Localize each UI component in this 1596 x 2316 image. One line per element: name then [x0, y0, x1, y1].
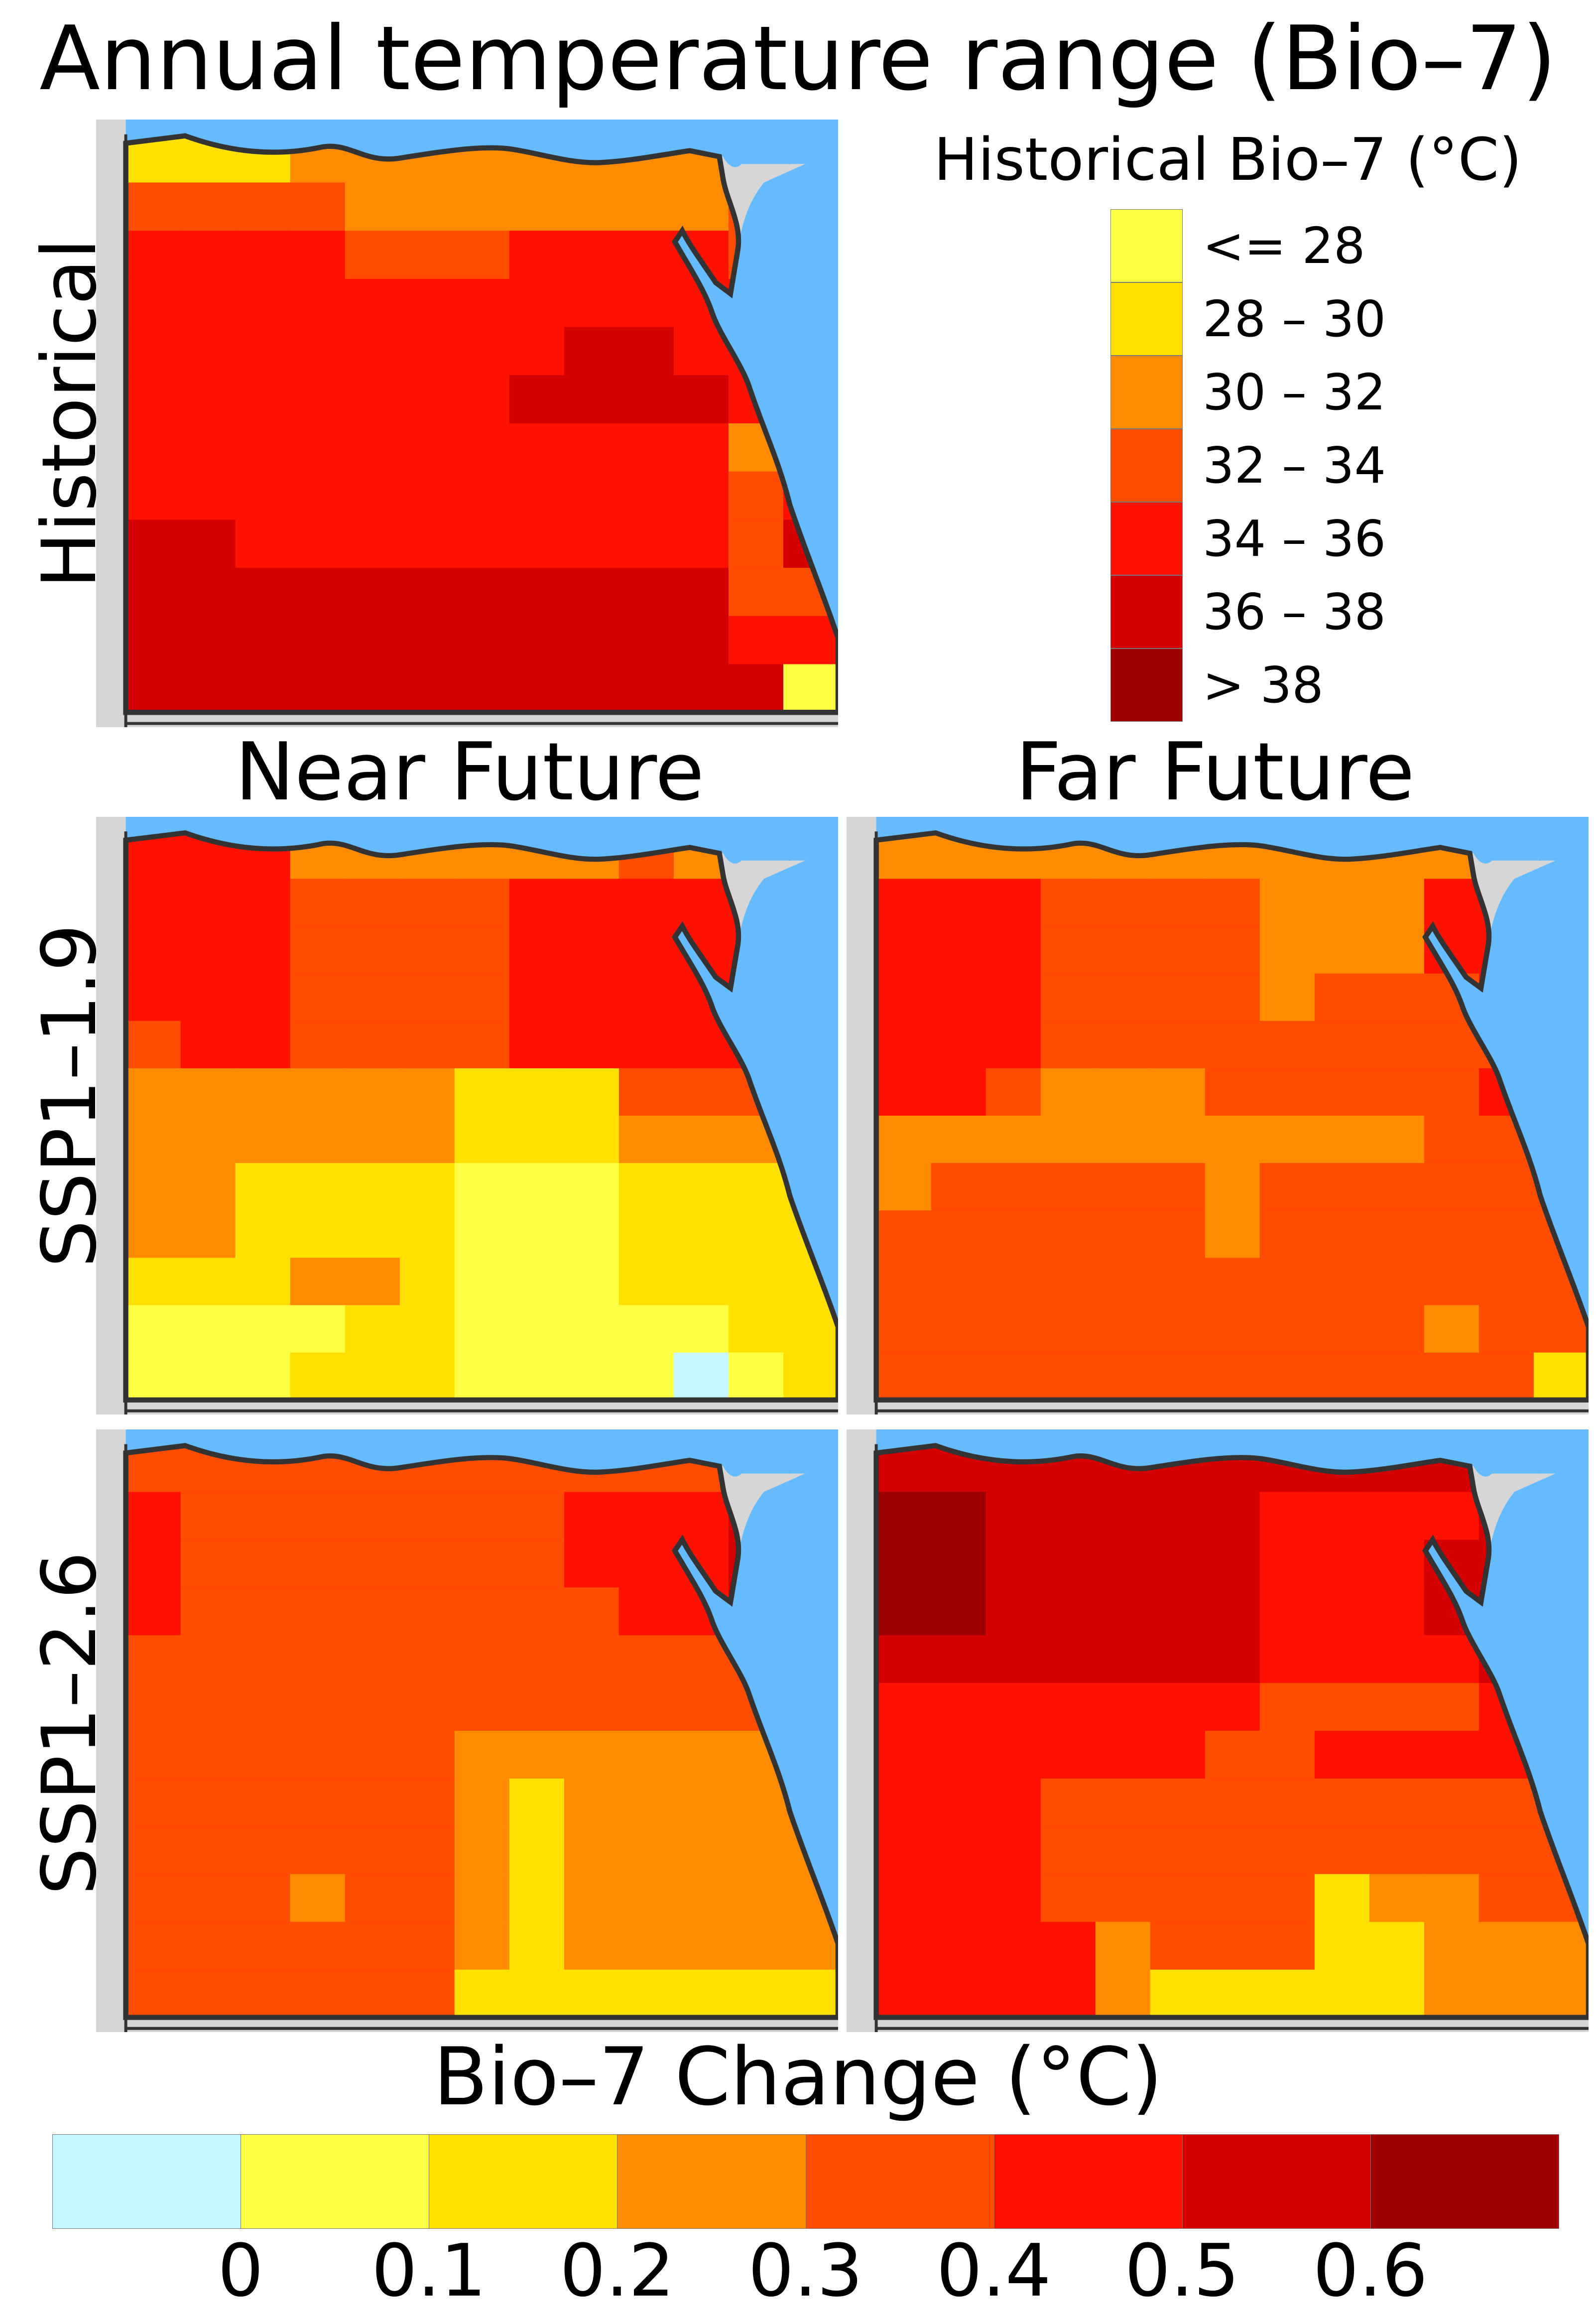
colorbar-segment [1182, 2134, 1371, 2229]
colorbar-tick-label: 0.4 [936, 2229, 1051, 2313]
colorbar-segment [1370, 2134, 1559, 2229]
colorbar-segment [429, 2134, 618, 2229]
historical-legend-title: Historical Bio–7 (°C) [934, 125, 1522, 194]
legend-swatch [1110, 429, 1183, 502]
colorbar-tick-labels: 0 0.1 0.2 0.3 0.4 0.5 0.6 [52, 2231, 1559, 2316]
colorbar-segment [617, 2134, 806, 2229]
colorbar-title: Bio–7 Change (°C) [433, 2030, 1163, 2123]
legend-label: 36 – 38 [1203, 583, 1386, 641]
legend-swatch [1110, 282, 1183, 356]
colorbar-segment [241, 2134, 430, 2229]
colorbar-segment [805, 2134, 994, 2229]
colorbar-tick-label: 0.6 [1313, 2229, 1428, 2313]
historical-legend: <= 28 28 – 30 30 – 32 32 – 34 34 – 36 36 – 38… [1110, 209, 1509, 722]
map-historical [96, 120, 838, 727]
legend-label: > 38 [1203, 656, 1324, 714]
legend-swatch [1110, 575, 1183, 648]
legend-swatch [1110, 648, 1183, 722]
map-far-future-ssp126 [847, 1429, 1589, 2032]
legend-label: 30 – 32 [1203, 363, 1386, 421]
colorbar-tick-label: 0.2 [560, 2229, 675, 2313]
legend-swatch [1110, 356, 1183, 429]
legend-label: 32 – 34 [1203, 436, 1386, 495]
colorbar-segment [52, 2134, 242, 2229]
figure-title: Annual temperature range (Bio–7) [39, 7, 1557, 110]
colorbar-tick-label: 0.5 [1124, 2229, 1240, 2313]
map-near-future-ssp119 [96, 817, 838, 1415]
legend-label: 28 – 30 [1203, 290, 1386, 348]
legend-label: 34 – 36 [1203, 510, 1386, 568]
map-far-future-ssp119 [847, 817, 1589, 1415]
legend-label: <= 28 [1203, 217, 1365, 275]
legend-swatch [1110, 502, 1183, 575]
colorbar-tick-label: 0.1 [371, 2229, 487, 2313]
colorbar-segment [993, 2134, 1183, 2229]
colorbar-tick-label: 0.3 [748, 2229, 863, 2313]
map-near-future-ssp126 [96, 1429, 838, 2032]
change-colorbar [52, 2134, 1559, 2229]
column-title-far-future: Far Future [1015, 725, 1415, 818]
column-title-near-future: Near Future [235, 725, 705, 818]
colorbar-tick-label: 0 [217, 2229, 264, 2313]
legend-swatch [1110, 209, 1183, 282]
